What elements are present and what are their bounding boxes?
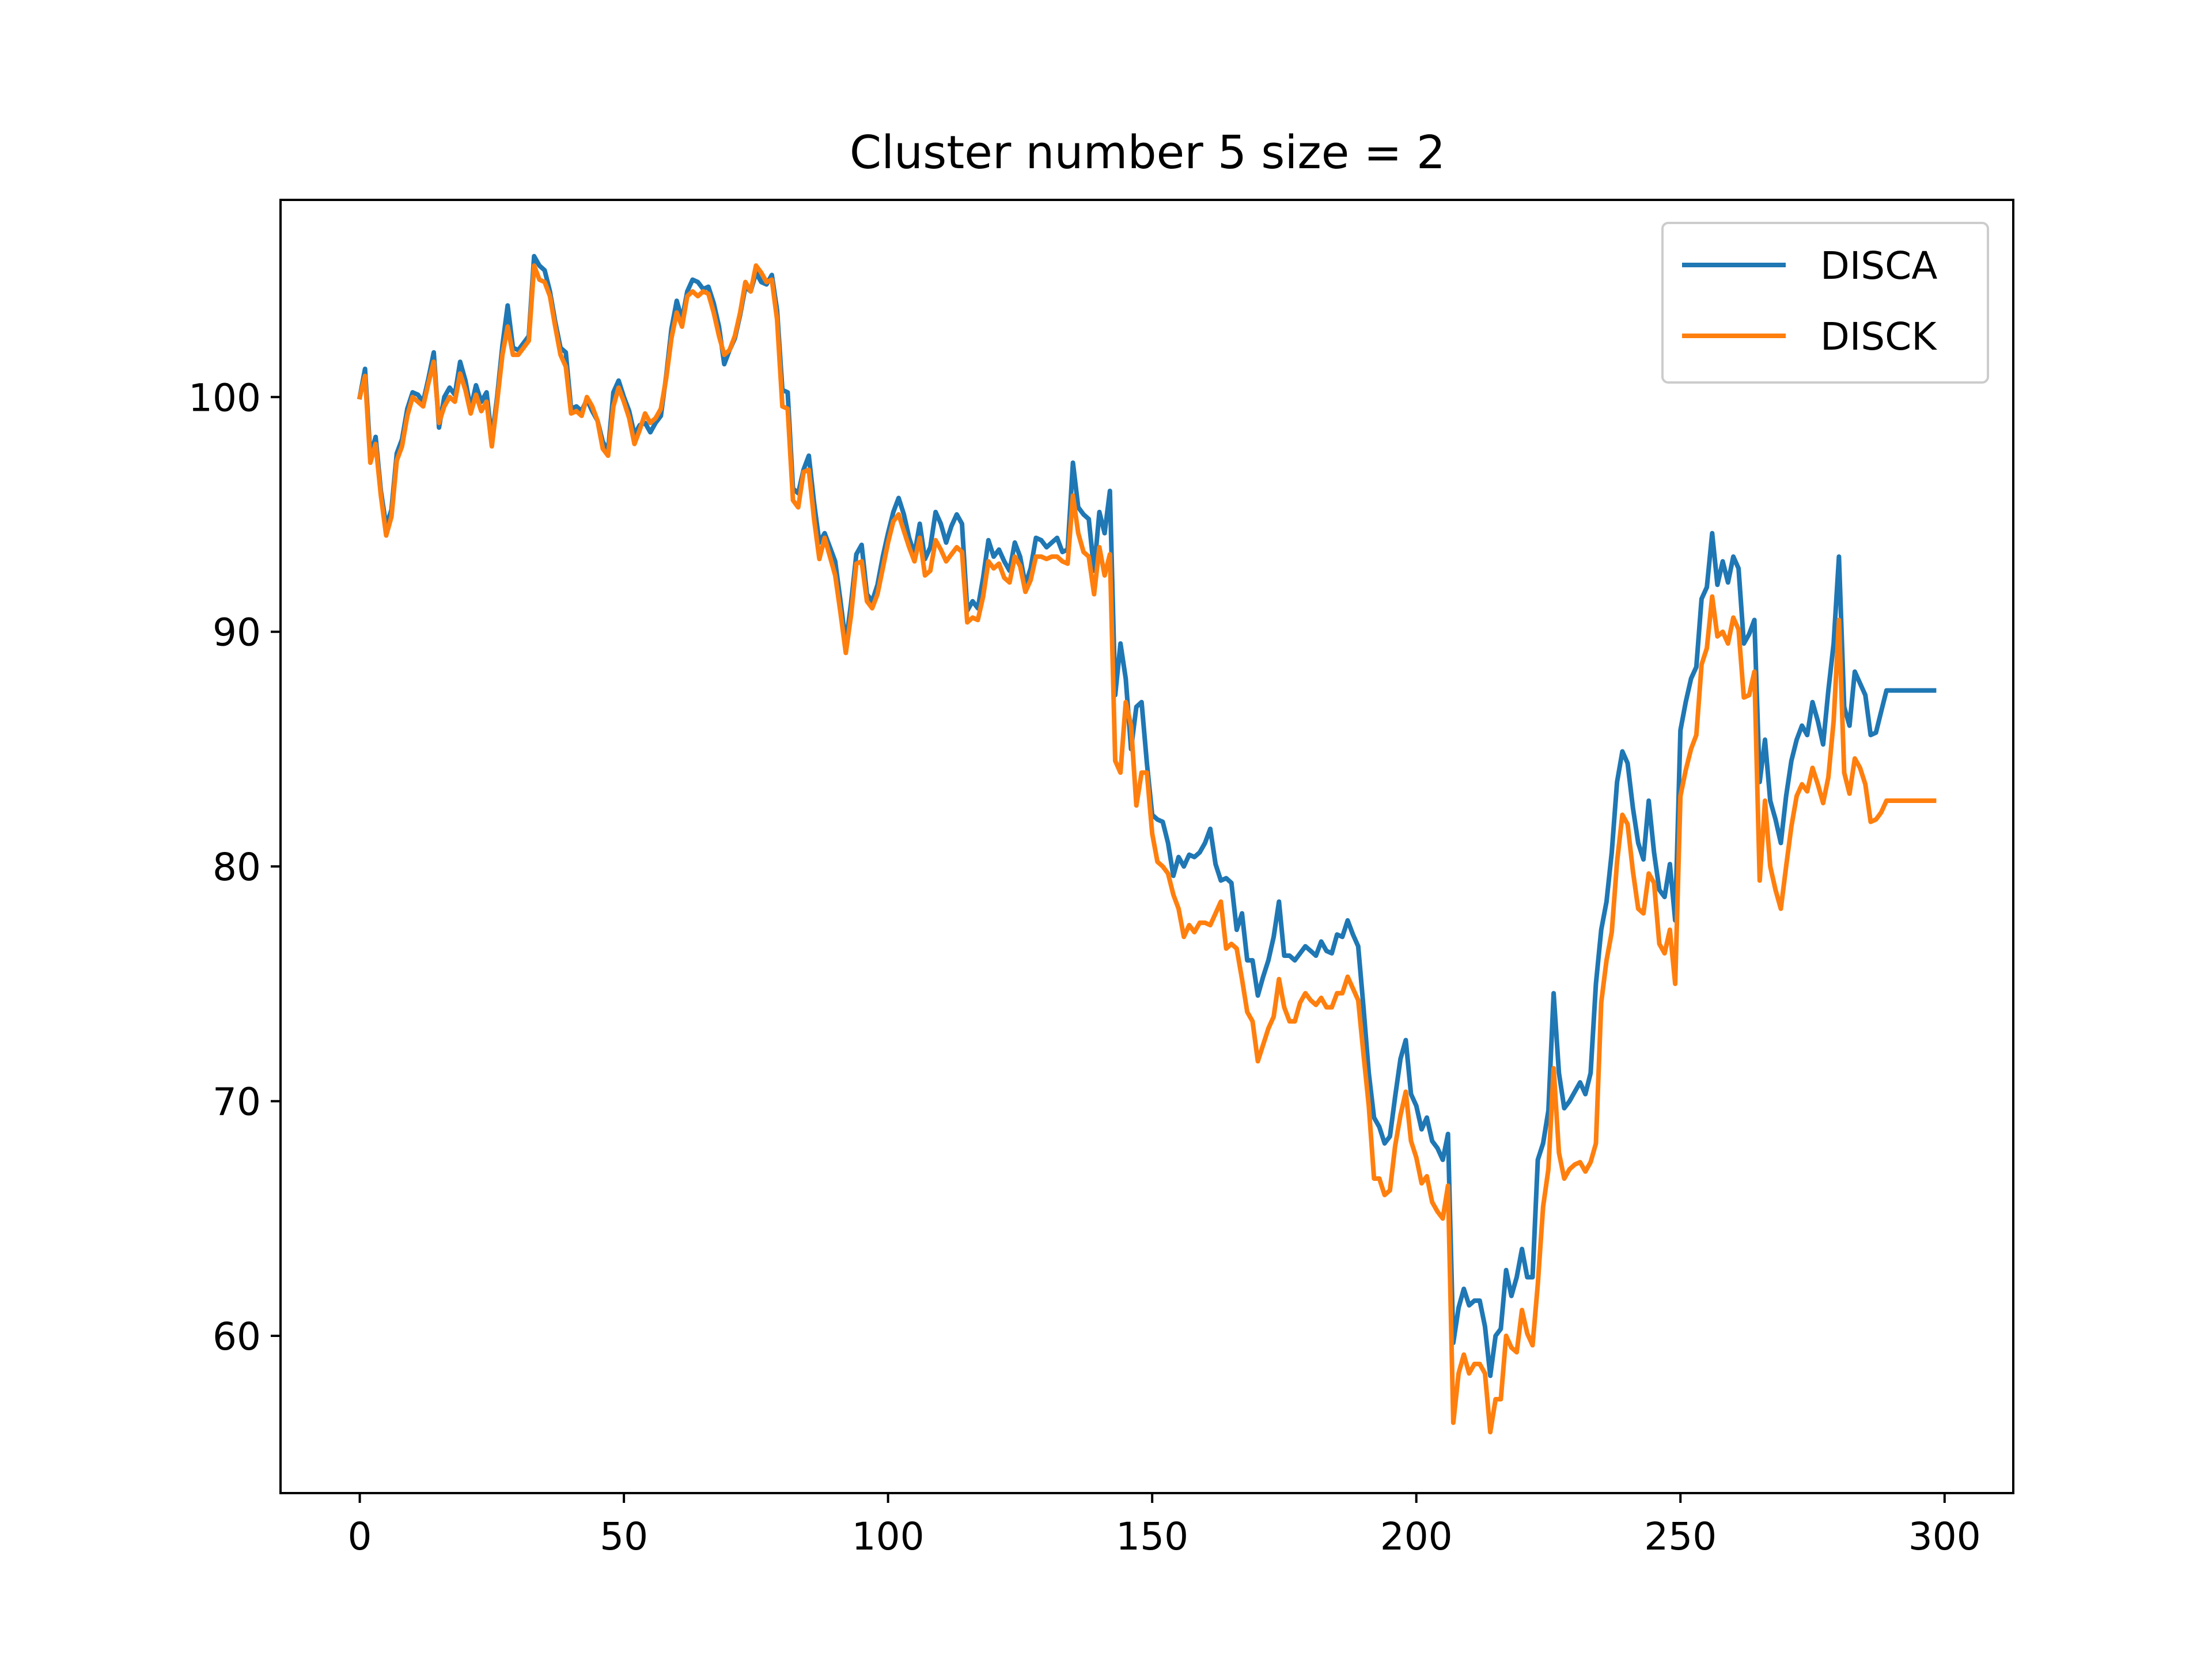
y-tick-label: 100 [188, 376, 261, 420]
x-tick-label: 250 [1644, 1514, 1717, 1559]
legend-label-disca: DISCA [1820, 244, 1937, 288]
y-tick-label: 60 [213, 1315, 261, 1359]
y-axis: 60 70 80 90 100 [188, 376, 281, 1359]
y-tick-label: 80 [213, 845, 261, 889]
series-line-disck [357, 263, 1937, 1435]
chart-title: Cluster number 5 size = 2 [850, 126, 1445, 179]
y-tick-label: 70 [213, 1080, 261, 1124]
legend: DISCA DISCK [1661, 222, 1989, 384]
x-tick-label: 100 [852, 1514, 925, 1559]
x-tick-label: 150 [1116, 1514, 1188, 1559]
x-tick-label: 0 [348, 1514, 372, 1559]
x-axis: 0 50 100 150 200 250 300 [348, 1493, 1981, 1559]
plot-area [281, 200, 2013, 1493]
legend-label-disck: DISCK [1820, 315, 1937, 359]
plot-frame [279, 199, 2014, 1494]
y-tick-label: 90 [213, 611, 261, 655]
series-layer [357, 253, 1937, 1435]
x-tick-label: 300 [1908, 1514, 1981, 1559]
x-tick-label: 50 [600, 1514, 648, 1559]
x-tick-label: 200 [1380, 1514, 1453, 1559]
